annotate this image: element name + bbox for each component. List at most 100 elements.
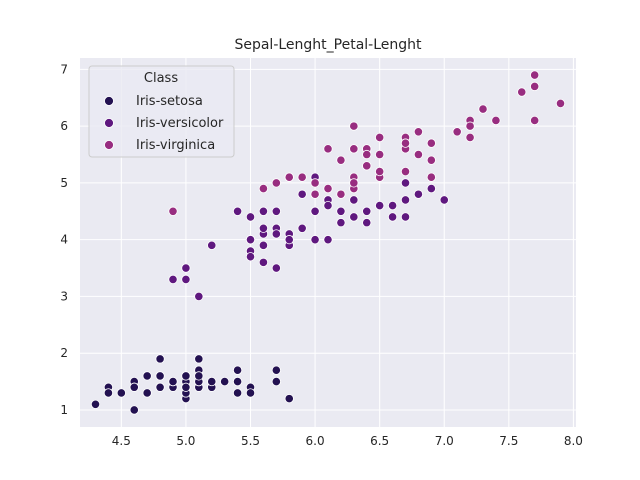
data-point (168, 274, 178, 284)
data-point (400, 212, 411, 222)
data-point (181, 371, 191, 381)
data-point (310, 178, 320, 188)
y-tick-label: 4 (60, 233, 68, 247)
data-point (336, 189, 346, 199)
data-point (103, 388, 114, 398)
data-point (323, 183, 333, 194)
data-point (232, 365, 243, 375)
data-point (271, 178, 281, 188)
data-point (413, 149, 424, 160)
data-point (245, 235, 256, 245)
data-point (362, 149, 372, 160)
legend-box (88, 65, 235, 158)
data-point (323, 144, 333, 154)
data-point (426, 172, 436, 182)
data-point (129, 405, 139, 415)
data-points (90, 70, 566, 415)
data-point (155, 371, 165, 381)
data-point (142, 371, 152, 381)
x-tick-label: 8.0 (564, 434, 583, 448)
data-point (271, 206, 281, 216)
data-point (530, 81, 540, 91)
x-tick-label: 4.5 (112, 434, 131, 448)
data-point (232, 206, 243, 216)
x-tick-label: 7.5 (499, 434, 518, 448)
legend-label-setosa: Iris-setosa (136, 94, 203, 109)
data-point (323, 201, 333, 211)
data-point (207, 240, 217, 250)
data-point (194, 371, 204, 381)
legend-marker-setosa (104, 96, 114, 106)
data-point (284, 394, 294, 404)
y-tick-labels: 1 2 3 4 5 6 7 (60, 62, 68, 417)
data-point (181, 263, 191, 273)
data-point (129, 382, 139, 392)
data-point (362, 206, 372, 216)
data-point (400, 166, 411, 177)
data-point (465, 121, 475, 131)
data-point (555, 98, 566, 109)
data-point (349, 195, 359, 205)
data-point (530, 115, 540, 126)
data-point (258, 257, 269, 267)
legend-marker-versicolor (104, 118, 114, 128)
data-point (168, 376, 178, 387)
data-point (310, 189, 320, 199)
data-point (232, 376, 243, 387)
data-point (375, 149, 385, 160)
data-point (181, 274, 191, 284)
data-point (336, 218, 346, 228)
data-point (155, 354, 165, 364)
data-point (452, 127, 462, 137)
data-point (168, 206, 178, 216)
x-tick-labels: 4.5 5.0 5.5 6.0 6.5 7.0 7.5 8.0 (112, 434, 583, 448)
data-point (426, 183, 436, 194)
legend: Class Iris-setosa Iris-versicolor Iris-v… (88, 65, 235, 158)
data-point (245, 212, 256, 222)
data-point (400, 178, 411, 188)
data-point (349, 121, 359, 131)
data-point (116, 388, 126, 398)
data-point (439, 195, 449, 205)
data-point (258, 240, 269, 250)
data-point (271, 229, 281, 239)
data-point (220, 376, 230, 387)
data-point (362, 161, 372, 171)
data-point (207, 376, 217, 387)
data-point (271, 376, 281, 387)
data-point (400, 195, 411, 205)
y-tick-label: 6 (60, 119, 68, 133)
data-point (194, 354, 204, 364)
data-point (323, 235, 333, 245)
legend-title: Class (144, 71, 178, 86)
data-point (426, 138, 436, 148)
y-tick-label: 3 (60, 289, 68, 303)
data-point (375, 132, 385, 143)
x-tick-label: 6.0 (306, 434, 325, 448)
data-point (310, 206, 320, 216)
data-point (232, 388, 243, 398)
data-point (375, 201, 385, 211)
x-tick-label: 6.5 (370, 434, 389, 448)
data-point (387, 212, 398, 222)
data-point (465, 132, 475, 143)
legend-marker-virginica (104, 140, 114, 150)
data-point (400, 138, 411, 148)
grid-lines (80, 58, 576, 427)
data-point (284, 172, 294, 182)
legend-label-versicolor: Iris-versicolor (136, 116, 224, 131)
data-point (297, 189, 307, 199)
data-point (181, 382, 191, 392)
data-point (336, 206, 346, 216)
data-point (413, 127, 424, 137)
x-tick-label: 7.0 (435, 434, 454, 448)
data-point (426, 155, 436, 165)
x-tick-label: 5.5 (241, 434, 260, 448)
data-point (530, 70, 540, 80)
data-point (90, 399, 101, 409)
data-point (142, 388, 152, 398)
data-point (258, 183, 269, 194)
data-point (297, 223, 307, 233)
data-point (271, 365, 281, 375)
